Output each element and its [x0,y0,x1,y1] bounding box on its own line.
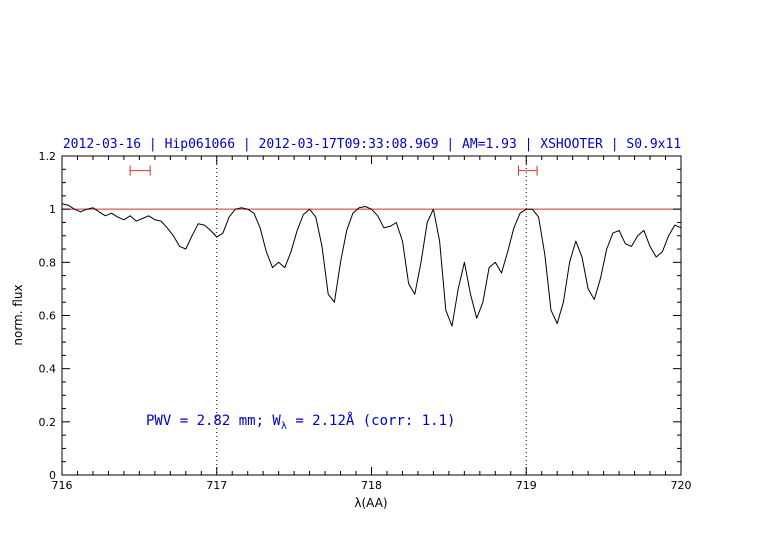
plot-title: 2012-03-16 | Hip061066 | 2012-03-17T09:3… [63,137,681,152]
x-tick-label: 719 [516,479,537,492]
y-tick-label: 1.2 [39,150,57,163]
x-tick-label: 717 [206,479,227,492]
x-tick-label: 718 [361,479,382,492]
spectrum-line [61,203,682,327]
x-tick-label: 716 [52,479,73,492]
x-axis-title: λ(AA) [354,496,387,510]
lambda-subscript: λ [281,421,287,432]
y-tick-label: 0.4 [39,363,57,376]
y-tick-label: 0 [49,469,56,482]
y-tick-label: 0.2 [39,416,57,429]
y-tick-label: 0.6 [39,310,57,323]
interval-marker [518,165,538,176]
plot-content: 716 717 718 719 720 0 0.2 0.4 0.6 0.8 1 1.2 [39,150,692,492]
x-tick-label: 720 [671,479,692,492]
y-tick-label: 0.8 [39,256,57,269]
pwv-annotation-text: PWV = 2.82 mm; W [146,413,281,429]
pwv-annotation: PWV = 2.82 mm; Wλ = 2.12Å (corr: 1.1) [146,412,455,432]
y-axis-title: norm. flux [11,284,25,345]
y-tick-label: 1 [49,203,56,216]
equivalent-width-text: = 2.12Å (corr: 1.1) [287,412,456,429]
interval-marker [129,165,151,176]
